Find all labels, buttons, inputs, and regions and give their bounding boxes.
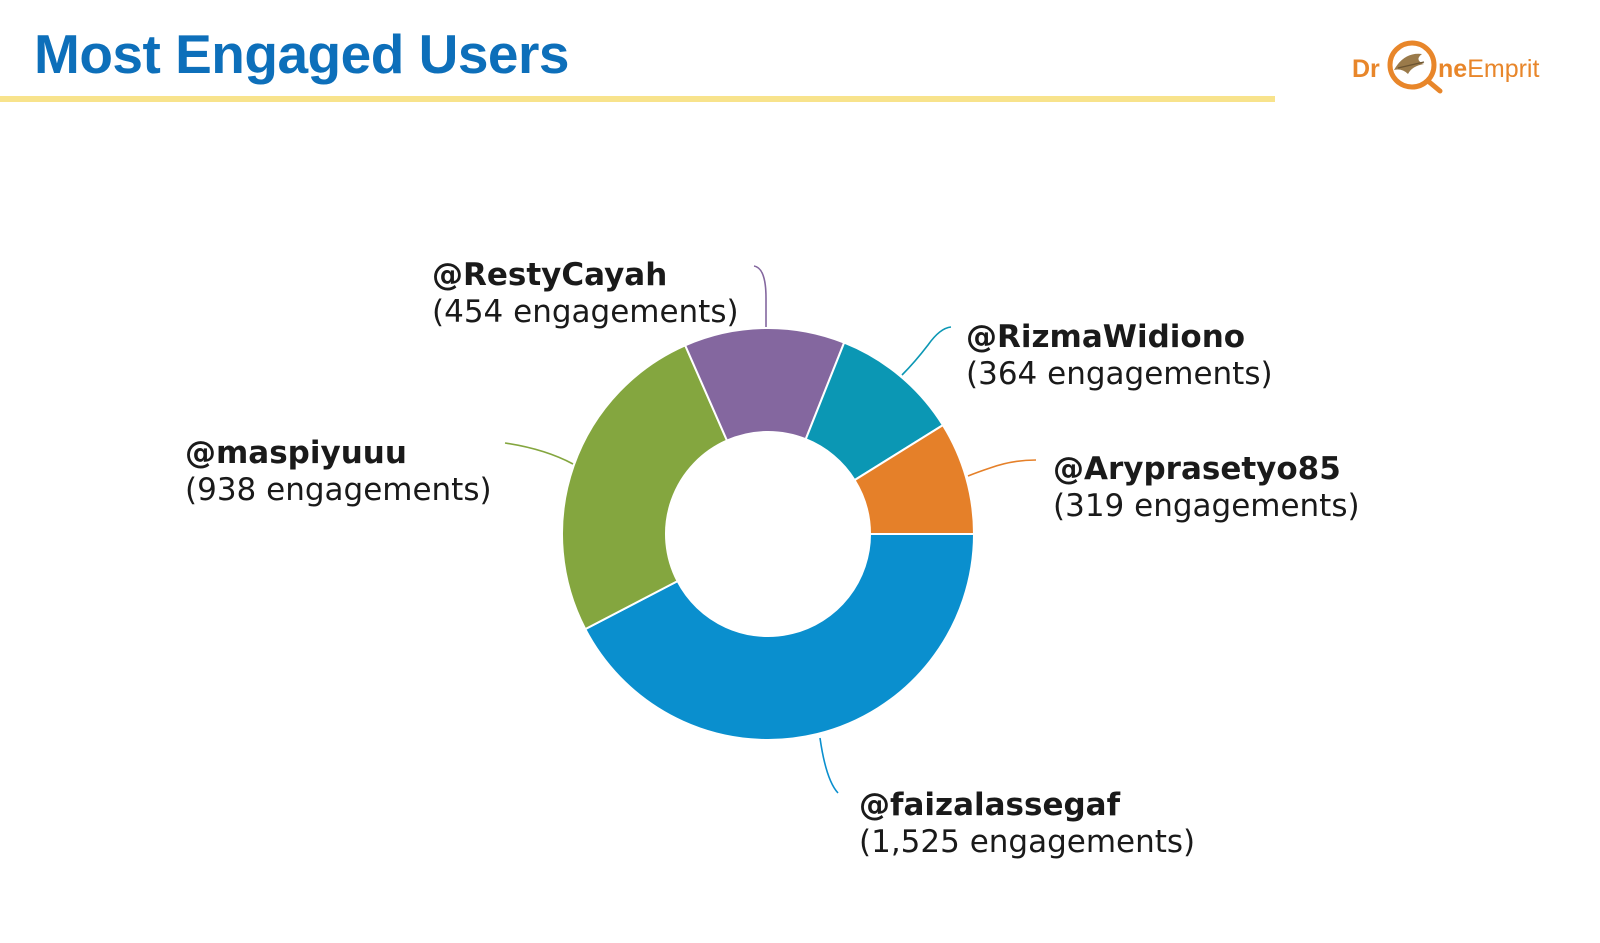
slice-label-user-restycayah: @RestyCayah [432,257,667,293]
slice-label-value-restycayah: (454 engagements) [432,294,739,330]
title-underline [0,96,1275,102]
leader-line-rizmawidiono [901,326,952,376]
slice-label-value-rizmawidiono: (364 engagements) [966,356,1273,392]
leader-line-maspiyuuu [504,442,574,465]
logo-text-right: neEmprit [1438,55,1539,83]
logo-text-ne: ne [1438,55,1467,83]
logo-graphic: Dr neEmprit [1352,40,1539,94]
slice-faizalassegaf[interactable] [583,533,976,741]
leader-line-faizalassegaf [819,737,839,794]
slice-label-value-aryprasetyo85: (319 engagements) [1053,488,1360,524]
slice-aryprasetyo85[interactable] [853,423,976,535]
logo-ring-icon [1387,40,1437,90]
logo-handle-icon [1425,78,1443,94]
logo-text-left: Dr [1352,55,1380,83]
slice-label-user-maspiyuuu: @maspiyuuu [185,435,407,471]
page-title: Most Engaged Users [34,23,570,85]
slice-label-user-rizmawidiono: @RizmaWidiono [966,319,1245,355]
slice-labels: @faizalassegaf(1,525 engagements) @maspiy… [185,257,1360,860]
slice-label-value-maspiyuuu: (938 engagements) [185,472,492,508]
drone-emprit-logo: Dr neEmprit [1352,34,1557,98]
slice-label-user-faizalassegaf: @faizalassegaf [859,787,1121,823]
donut-slices [561,327,976,741]
slice-label-user-aryprasetyo85: @Aryprasetyo85 [1053,451,1341,487]
logo-text-emprit: Emprit [1467,55,1539,83]
logo-bird-icon [1394,53,1424,74]
logo-bird-detail-icon [1397,61,1425,69]
slice-maspiyuuu[interactable] [561,344,729,631]
leader-line-aryprasetyo85 [967,459,1037,477]
leader-line-restycayah [753,265,767,327]
leader-lines [504,265,1037,794]
slice-label-value-faizalassegaf: (1,525 engagements) [859,824,1195,860]
